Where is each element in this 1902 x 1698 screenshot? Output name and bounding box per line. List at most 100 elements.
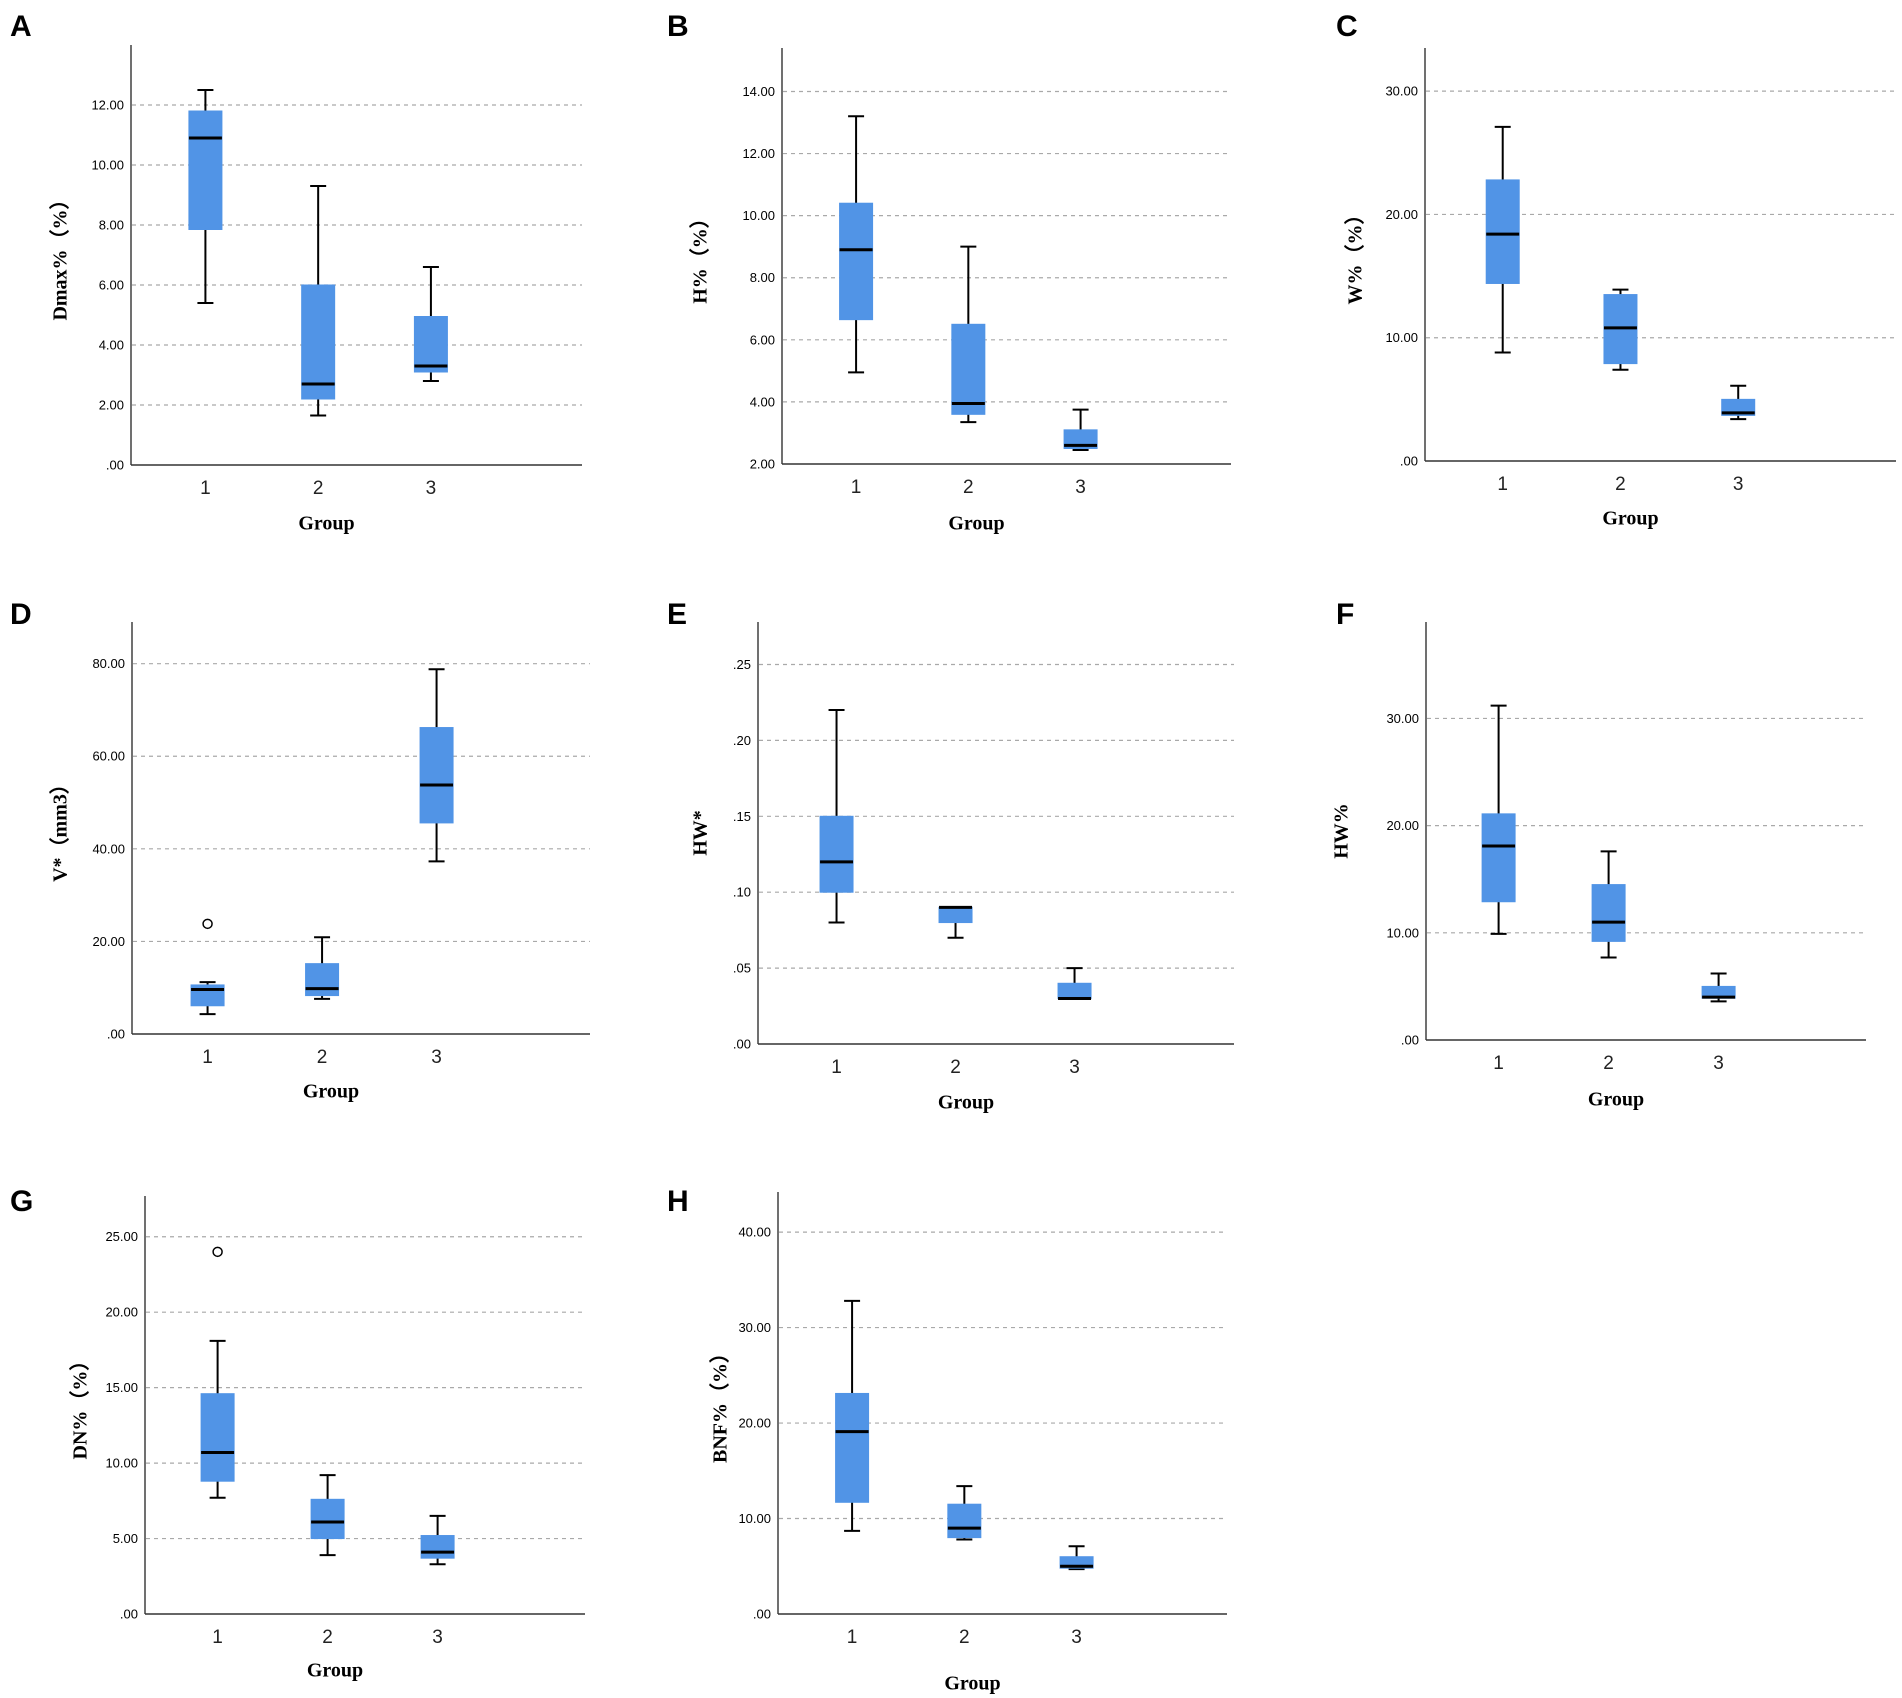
x-tick-label: 3	[431, 1047, 442, 1068]
x-tick-label: 1	[212, 1627, 223, 1648]
y-tick-label: 12.00	[742, 146, 775, 161]
x-tick-label: 2	[950, 1057, 961, 1078]
box-group-1	[819, 709, 854, 924]
y-tick-label: 5.00	[113, 1531, 138, 1546]
y-tick-label: 20.00	[105, 1305, 138, 1320]
x-axis-title: Group	[944, 1673, 1000, 1695]
box-group-2	[947, 1485, 982, 1541]
box-group-2	[301, 185, 336, 417]
y-tick-label: 2.00	[99, 398, 124, 413]
panel-b: B 2.00 4.00 6.00 8.00 10.00 12.00 14.00 1 2 3 Group…	[667, 10, 1231, 535]
iqr-box	[188, 110, 223, 230]
iqr-box	[819, 815, 854, 893]
y-axis-title: W%（%）	[1344, 205, 1367, 305]
iqr-box	[951, 323, 986, 415]
y-tick-label: 30.00	[738, 1320, 771, 1335]
iqr-box	[1485, 179, 1520, 284]
outlier-point	[202, 918, 213, 930]
x-axis-title: Group	[938, 1092, 994, 1114]
iqr-box	[1721, 398, 1756, 416]
box-group-3	[1063, 408, 1098, 452]
y-tick-label: 20.00	[1385, 207, 1418, 222]
y-tick-label: 15.00	[105, 1380, 138, 1395]
y-tick-label: .00	[120, 1607, 138, 1622]
iqr-box	[310, 1498, 345, 1540]
x-tick-label: 2	[963, 477, 974, 498]
y-axis-title: V*（mm3）	[49, 774, 72, 882]
y-tick-label: 6.00	[750, 332, 775, 347]
x-tick-label: 3	[1075, 477, 1086, 498]
iqr-box	[1059, 1556, 1094, 1569]
y-tick-label: .00	[106, 458, 124, 473]
box-group-1	[839, 115, 874, 374]
y-tick-label: 30.00	[1385, 84, 1418, 99]
iqr-box	[947, 1503, 982, 1539]
box-group-2	[1591, 850, 1626, 959]
x-tick-label: 3	[432, 1627, 443, 1648]
x-tick-label: 1	[1497, 474, 1508, 495]
box-group-3	[1059, 1545, 1094, 1571]
panel-label: E	[667, 598, 687, 631]
x-tick-label: 3	[1069, 1057, 1080, 1078]
box-group-1	[188, 89, 223, 304]
y-tick-label: 2.00	[750, 457, 775, 472]
panel-label: B	[667, 10, 689, 43]
x-tick-label: 2	[317, 1047, 328, 1068]
panel-d: D .00 20.00 40.00 60.00 80.00 1 2 3 Group V*（mm3）	[10, 598, 590, 1103]
x-tick-label: 2	[313, 478, 324, 499]
box-group-3	[420, 1514, 455, 1566]
x-tick-label: 3	[1713, 1053, 1724, 1074]
iqr-box	[190, 984, 225, 1007]
y-tick-label: .20	[733, 733, 751, 748]
panel-label: C	[1336, 10, 1358, 43]
box-group-2	[938, 905, 973, 939]
y-tick-label: 40.00	[92, 841, 125, 856]
x-tick-label: 2	[322, 1627, 333, 1648]
y-tick-label: 6.00	[99, 278, 124, 293]
y-tick-label: .00	[1400, 454, 1418, 469]
panel-label: F	[1336, 598, 1354, 631]
y-tick-label: .15	[733, 809, 751, 824]
x-tick-label: 1	[831, 1057, 842, 1078]
panel-label: A	[10, 10, 32, 43]
panel-f: F .00 10.00 20.00 30.00 1 2 3 Group HW%	[1331, 598, 1866, 1111]
y-tick-label: .00	[107, 1027, 125, 1042]
iqr-box	[835, 1392, 870, 1503]
y-tick-label: .00	[753, 1607, 771, 1622]
box-group-2	[951, 245, 986, 424]
box-group-3	[1057, 967, 1092, 1000]
y-tick-label: 12.00	[91, 98, 124, 113]
x-tick-label: 1	[851, 477, 862, 498]
y-tick-label: 10.00	[91, 158, 124, 173]
iqr-box	[1591, 884, 1626, 942]
box-group-1	[1481, 704, 1516, 935]
x-tick-label: 3	[426, 478, 437, 499]
iqr-box	[200, 1393, 235, 1482]
y-tick-label: 30.00	[1386, 711, 1419, 726]
x-tick-label: 2	[959, 1627, 970, 1648]
y-tick-label: 4.00	[750, 394, 775, 409]
y-tick-label: 4.00	[99, 338, 124, 353]
x-tick-label: 2	[1615, 474, 1626, 495]
box-group-1	[200, 1246, 235, 1499]
y-tick-label: 10.00	[1385, 330, 1418, 345]
y-tick-label: 20.00	[1386, 818, 1419, 833]
x-tick-label: 1	[200, 478, 211, 499]
y-tick-label: 80.00	[92, 656, 125, 671]
y-tick-label: .05	[733, 961, 751, 976]
x-axis-title: Group	[1602, 508, 1658, 530]
box-group-1	[1485, 125, 1520, 354]
x-tick-label: 1	[847, 1627, 858, 1648]
box-group-1	[190, 918, 225, 1016]
x-axis-title: Group	[1588, 1089, 1644, 1111]
y-tick-label: 10.00	[738, 1511, 771, 1526]
y-tick-label: .10	[733, 885, 751, 900]
x-tick-label: 3	[1733, 474, 1744, 495]
y-tick-label: .25	[733, 657, 751, 672]
y-axis-title: DN%（%）	[69, 1351, 92, 1460]
panel-c: C .00 10.00 20.00 30.00 1 2 3 Group W%（%）	[1336, 10, 1896, 530]
x-tick-label: 1	[1493, 1053, 1504, 1074]
x-axis-title: Group	[948, 513, 1004, 535]
y-tick-label: 10.00	[742, 208, 775, 223]
